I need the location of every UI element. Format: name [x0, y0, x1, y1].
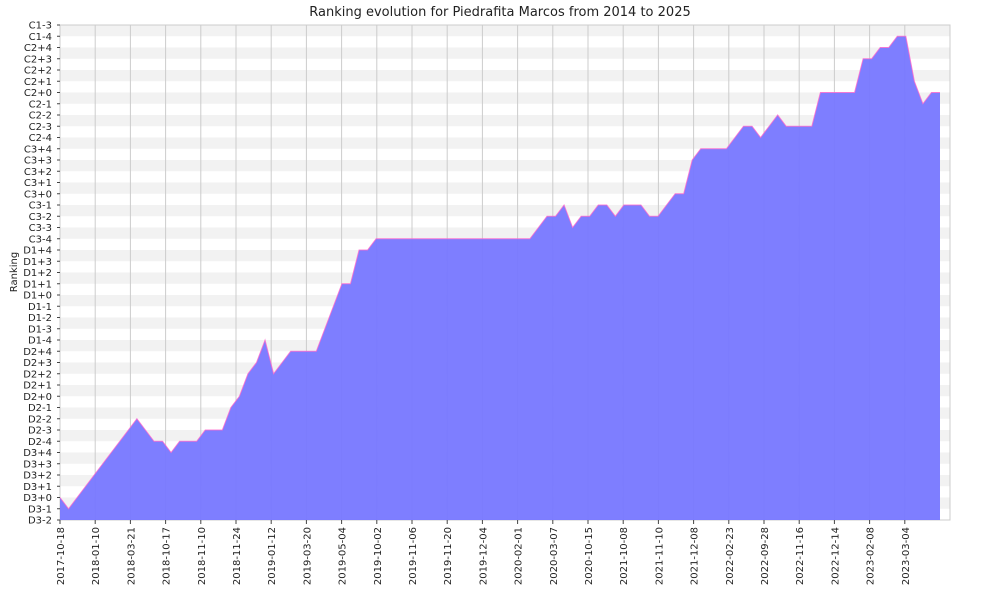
y-tick-label: D1+3: [23, 257, 52, 268]
y-tick-label: C2+1: [24, 77, 52, 88]
x-tick-label: 2022-12-14: [830, 527, 841, 585]
x-tick-label: 2023-03-04: [901, 527, 912, 585]
y-tick-label: D3+3: [23, 459, 52, 470]
y-tick-label: D1-1: [28, 302, 52, 313]
x-tick-label: 2020-03-07: [549, 527, 560, 585]
x-tick-label: 2022-02-23: [725, 527, 736, 585]
x-tick-label: 2021-11-10: [654, 527, 665, 585]
y-tick-label: C3+4: [24, 144, 52, 155]
y-tick-label: C2-4: [29, 133, 52, 144]
x-tick-label: 2019-01-12: [267, 527, 278, 585]
row-band: [60, 205, 950, 217]
x-tick-label: 2019-11-20: [443, 527, 454, 585]
y-tick-label: C3+1: [24, 178, 52, 189]
x-tick-label: 2018-10-17: [162, 527, 173, 585]
x-tick-label: 2019-11-06: [408, 527, 419, 585]
row-band: [60, 227, 950, 239]
y-tick-label: C2+2: [24, 66, 52, 77]
row-band: [60, 171, 950, 183]
x-tick-label: 2020-10-15: [584, 527, 595, 585]
y-axis-label: Ranking: [9, 252, 20, 292]
row-band: [60, 25, 950, 37]
row-band: [60, 47, 950, 59]
x-tick-label: 2018-03-21: [126, 527, 137, 585]
row-band: [60, 126, 950, 138]
x-tick-label: 2019-12-04: [478, 527, 489, 585]
y-tick-label: C3+2: [24, 167, 52, 178]
y-tick-label: D1-3: [28, 324, 52, 335]
row-band: [60, 36, 950, 48]
series-line: [59, 35, 940, 510]
y-tick-label: D1+2: [23, 268, 52, 279]
y-tick-label: D2+2: [23, 369, 52, 380]
y-tick-label: C1-4: [29, 32, 52, 43]
row-band: [60, 160, 950, 172]
chart-title: Ranking evolution for Piedrafita Marcos …: [309, 5, 690, 20]
y-tick-label: C2-3: [29, 122, 52, 133]
y-tick-label: D3+4: [23, 448, 52, 459]
row-band: [60, 115, 950, 127]
y-tick-label: D1+1: [23, 279, 52, 290]
x-tick-label: 2022-11-16: [795, 527, 806, 585]
x-tick-label: 2019-05-04: [338, 527, 349, 585]
row-band: [60, 58, 950, 70]
x-tick-label: 2021-10-08: [619, 527, 630, 585]
y-tick-label: D3+2: [23, 471, 52, 482]
y-tick-label: D2-1: [28, 403, 52, 414]
row-band: [60, 148, 950, 160]
y-tick-label: D2+3: [23, 358, 52, 369]
x-tick-label: 2021-12-08: [690, 527, 701, 585]
y-tick-label: C3+3: [24, 156, 52, 167]
y-tick-label: D1+0: [23, 291, 52, 302]
x-tick-label: 2018-11-10: [197, 527, 208, 585]
area-fill: [60, 36, 940, 520]
x-tick-label: 2018-11-24: [232, 527, 243, 585]
y-tick-label: C2+0: [24, 88, 52, 99]
x-tick-label: 2017-10-18: [56, 527, 67, 585]
y-tick-label: D1-4: [28, 336, 52, 347]
x-tick-label: 2022-09-28: [760, 527, 771, 585]
y-tick-label: D2+4: [23, 347, 52, 358]
row-band: [60, 103, 950, 115]
y-tick-label: C1-3: [29, 21, 52, 32]
row-band: [60, 70, 950, 82]
y-tick-label: D2-3: [28, 426, 52, 437]
x-tick-label: 2018-01-10: [91, 527, 102, 585]
y-tick-label: C3-1: [29, 201, 52, 212]
y-tick-label: D2-4: [28, 437, 52, 448]
y-tick-labels: D3-2D3-1D3+0D3+1D3+2D3+3D3+4D2-4D2-3D2-2…: [23, 21, 60, 527]
y-tick-label: D2+0: [23, 392, 52, 403]
y-tick-label: C3-3: [29, 223, 52, 234]
x-tick-labels: 2017-10-18 2018-01-10 2018-03-21 2018-10-17…: [56, 520, 912, 585]
row-band: [60, 137, 950, 149]
row-band: [60, 193, 950, 205]
y-tick-label: D3-2: [28, 516, 52, 527]
y-tick-label: C2+4: [24, 43, 52, 54]
y-tick-label: C3-4: [29, 234, 52, 245]
y-tick-label: D3+1: [23, 482, 52, 493]
row-band: [60, 182, 950, 194]
y-tick-label: C2-1: [29, 99, 52, 110]
x-tick-label: 2023-02-08: [866, 527, 877, 585]
y-tick-label: C2-2: [29, 111, 52, 122]
x-tick-label: 2019-10-02: [373, 527, 384, 585]
x-tick-label: 2019-03-20: [302, 527, 313, 585]
y-tick-label: D3-1: [28, 504, 52, 515]
x-tick-label: 2020-02-01: [514, 527, 525, 585]
y-tick-label: D2+1: [23, 381, 52, 392]
y-tick-label: C3+0: [24, 189, 52, 200]
y-tick-label: C3-2: [29, 212, 52, 223]
row-band: [60, 92, 950, 104]
y-tick-label: D1-2: [28, 313, 52, 324]
area-layer: [59, 35, 940, 520]
row-band: [60, 216, 950, 228]
y-tick-label: D3+0: [23, 493, 52, 504]
y-tick-label: D2-2: [28, 414, 52, 425]
y-tick-label: C2+3: [24, 54, 52, 65]
row-band: [60, 81, 950, 93]
y-tick-label: D1+4: [23, 246, 52, 257]
